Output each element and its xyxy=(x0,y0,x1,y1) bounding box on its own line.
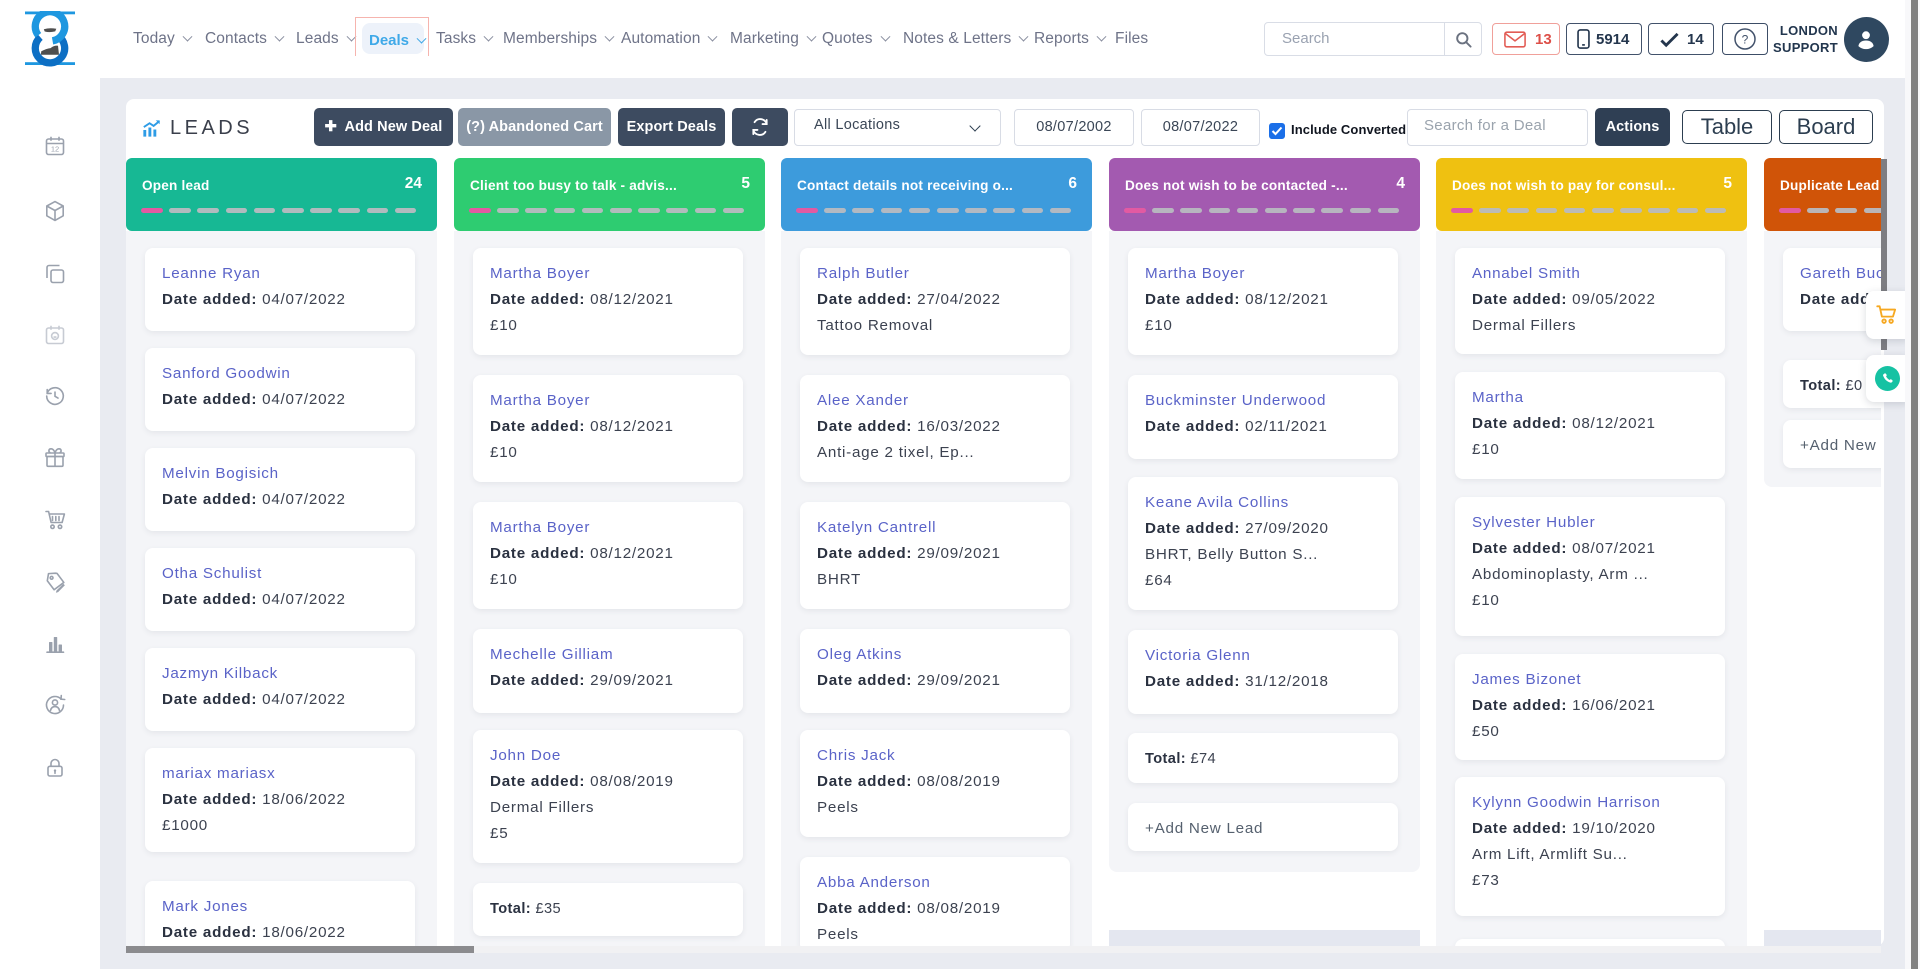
svg-text:12: 12 xyxy=(51,145,59,154)
svg-text:?: ? xyxy=(1742,33,1749,47)
